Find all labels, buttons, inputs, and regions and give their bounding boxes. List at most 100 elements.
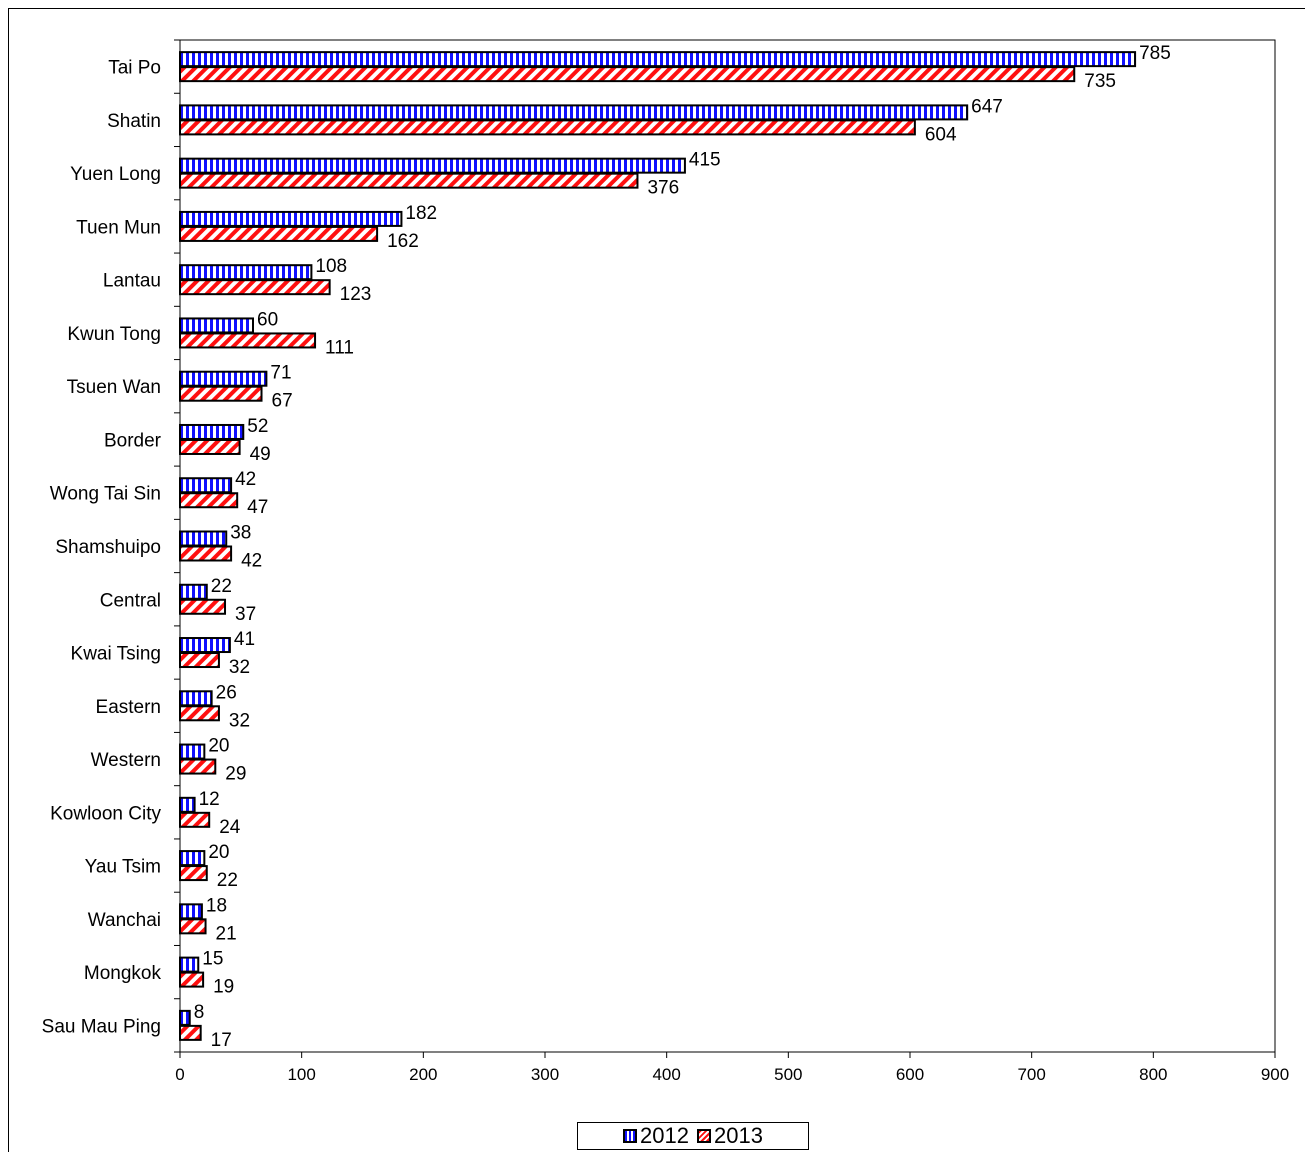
value-label-2013-kowloon-city: 24 <box>219 817 241 838</box>
bar-2012-yau-tsim <box>179 850 206 867</box>
legend-entry-2012: 2012 <box>623 1125 689 1147</box>
value-label-2013-wong-tai-sin: 47 <box>247 497 268 518</box>
legend-label-2013: 2013 <box>714 1123 763 1148</box>
bar-2013-border <box>179 438 241 455</box>
value-label-2013-lantau: 123 <box>340 284 372 305</box>
value-label-2012-yau-tsim: 20 <box>208 842 229 863</box>
category-label-border: Border <box>104 430 162 451</box>
category-label-tuen-mun: Tuen Mun <box>76 217 161 238</box>
bar-2012-kwun-tong <box>179 317 254 334</box>
value-label-2013-shamshuipo: 42 <box>241 551 262 572</box>
category-label-kwun-tong: Kwun Tong <box>67 324 161 345</box>
bar-2012-border <box>179 423 245 440</box>
value-label-2012-sau-mau-ping: 8 <box>194 1002 205 1023</box>
value-label-2012-yuen-long: 415 <box>689 150 721 171</box>
x-tick-label-500: 500 <box>774 1065 802 1084</box>
value-label-2012-tai-po: 785 <box>1139 43 1171 64</box>
bar-2013-eastern <box>179 705 220 722</box>
value-label-2012-tsuen-wan: 71 <box>270 363 291 384</box>
bar-2012-wanchai <box>179 903 203 920</box>
x-tick-label-300: 300 <box>531 1065 559 1084</box>
x-tick-label-0: 0 <box>175 1065 184 1084</box>
value-label-2013-eastern: 32 <box>229 710 250 731</box>
value-label-2013-western: 29 <box>225 764 246 785</box>
category-label-mongkok: Mongkok <box>84 963 162 984</box>
value-label-2012-lantau: 108 <box>315 256 347 277</box>
bar-2013-wanchai <box>179 918 207 935</box>
value-label-2012-kowloon-city: 12 <box>199 789 220 810</box>
bar-2012-kwai-tsing <box>179 637 231 654</box>
value-label-2012-shatin: 647 <box>971 96 1003 117</box>
category-label-shamshuipo: Shamshuipo <box>55 537 161 558</box>
chart-legend: 2012 2013 <box>577 1122 809 1150</box>
bar-2013-tuen-mun <box>179 225 379 242</box>
bar-2012-shamshuipo <box>179 530 228 547</box>
bar-2013-kwai-tsing <box>179 652 220 669</box>
value-label-2012-wanchai: 18 <box>206 895 227 916</box>
bar-2013-lantau <box>179 279 331 296</box>
bar-2013-shamshuipo <box>179 545 233 562</box>
bar-2012-tai-po <box>179 51 1137 68</box>
bar-2012-wong-tai-sin <box>179 477 233 494</box>
bar-2013-tai-po <box>179 66 1076 83</box>
bar-2013-sau-mau-ping <box>179 1024 202 1041</box>
value-label-2013-wanchai: 21 <box>216 923 237 944</box>
bar-2013-kwun-tong <box>179 332 317 349</box>
category-label-central: Central <box>100 590 161 611</box>
bar-2013-wong-tai-sin <box>179 492 239 509</box>
bar-2013-central <box>179 598 227 615</box>
legend-entry-2013: 2013 <box>697 1125 763 1147</box>
bar-2013-western <box>179 758 217 775</box>
value-label-2013-kwai-tsing: 32 <box>229 657 250 678</box>
bar-2012-shatin <box>179 104 969 121</box>
bar-2013-kowloon-city <box>179 811 211 828</box>
bar-2012-central <box>179 583 208 600</box>
category-label-eastern: Eastern <box>96 697 161 718</box>
bar-2013-shatin <box>179 119 916 136</box>
value-label-2012-kwun-tong: 60 <box>257 309 278 330</box>
category-label-yau-tsim: Yau Tsim <box>85 857 161 878</box>
category-label-kowloon-city: Kowloon City <box>50 803 161 824</box>
bar-2012-mongkok <box>179 956 200 973</box>
x-tick-label-600: 600 <box>896 1065 924 1084</box>
legend-swatch-2012 <box>623 1129 638 1143</box>
x-tick-label-400: 400 <box>652 1065 680 1084</box>
value-label-2013-central: 37 <box>235 604 256 625</box>
category-label-tsuen-wan: Tsuen Wan <box>67 377 161 398</box>
x-tick-label-200: 200 <box>409 1065 437 1084</box>
category-label-kwai-tsing: Kwai Tsing <box>71 644 161 665</box>
category-label-wanchai: Wanchai <box>88 910 161 931</box>
value-label-2012-shamshuipo: 38 <box>230 523 251 544</box>
value-label-2013-yuen-long: 376 <box>647 178 679 199</box>
category-label-sau-mau-ping: Sau Mau Ping <box>42 1016 161 1037</box>
value-label-2013-mongkok: 19 <box>213 977 234 998</box>
x-tick-label-700: 700 <box>1017 1065 1045 1084</box>
value-label-2013-sau-mau-ping: 17 <box>211 1030 232 1051</box>
category-label-shatin: Shatin <box>107 111 161 132</box>
category-label-tai-po: Tai Po <box>108 58 161 79</box>
bar-2012-lantau <box>179 264 313 281</box>
x-tick-label-800: 800 <box>1139 1065 1167 1084</box>
bar-2013-mongkok <box>179 971 205 988</box>
bar-2012-eastern <box>179 690 213 707</box>
value-label-2012-kwai-tsing: 41 <box>234 629 255 650</box>
value-label-2013-tsuen-wan: 67 <box>272 391 293 412</box>
value-label-2012-mongkok: 15 <box>202 949 223 970</box>
bar-2012-sau-mau-ping <box>179 1009 191 1026</box>
category-label-western: Western <box>91 750 161 771</box>
value-label-2013-border: 49 <box>250 444 271 465</box>
legend-label-2012: 2012 <box>640 1123 689 1148</box>
value-label-2012-central: 22 <box>211 576 232 597</box>
category-label-lantau: Lantau <box>103 271 161 292</box>
value-label-2013-tai-po: 735 <box>1084 71 1116 92</box>
bar-2012-western <box>179 743 206 760</box>
bar-2012-yuen-long <box>179 157 686 174</box>
bar-2013-tsuen-wan <box>179 385 263 402</box>
chart-frame <box>8 8 1305 1152</box>
value-label-2012-border: 52 <box>247 416 268 437</box>
bar-2012-tsuen-wan <box>179 370 268 387</box>
bar-2013-yau-tsim <box>179 865 208 882</box>
value-label-2012-eastern: 26 <box>216 682 237 703</box>
value-label-2013-shatin: 604 <box>925 124 957 145</box>
